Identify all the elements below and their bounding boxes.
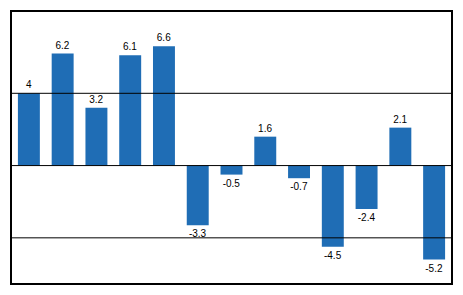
svg-text:-5.2: -5.2: [425, 263, 443, 274]
svg-text:-4.5: -4.5: [324, 250, 342, 261]
svg-text:4: 4: [26, 79, 32, 90]
svg-text:1.6: 1.6: [258, 123, 272, 134]
svg-text:-0.7: -0.7: [290, 181, 308, 192]
svg-text:6.6: 6.6: [157, 32, 171, 43]
svg-text:6.2: 6.2: [55, 40, 69, 51]
svg-text:-2.4: -2.4: [358, 212, 376, 223]
svg-text:6.1: 6.1: [123, 41, 137, 52]
svg-text:3.2: 3.2: [89, 94, 103, 105]
svg-text:2.1: 2.1: [393, 114, 407, 125]
svg-text:-0.5: -0.5: [223, 178, 241, 189]
svg-text:-3.3: -3.3: [189, 228, 207, 239]
